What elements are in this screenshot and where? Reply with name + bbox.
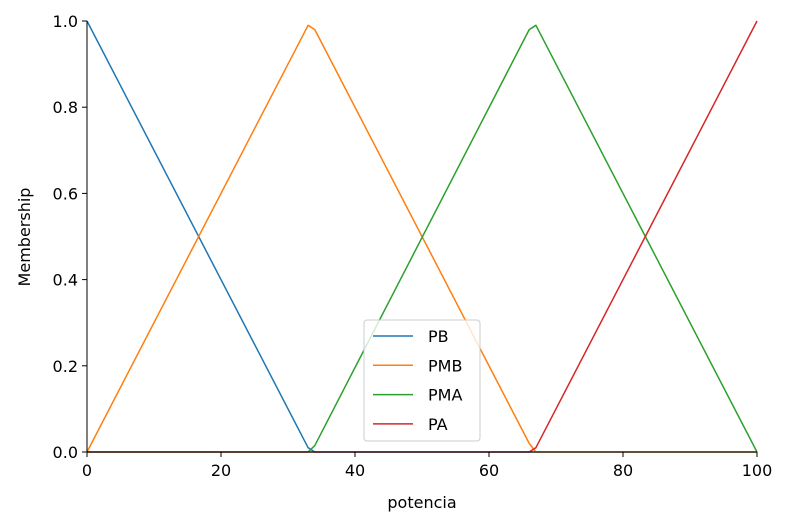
- y-tick-label: 0.8: [53, 98, 78, 117]
- y-tick-label: 0.0: [53, 443, 78, 462]
- x-tick-label: 20: [211, 461, 231, 480]
- legend-box: [363, 319, 481, 442]
- legend-label-pb: PB: [428, 327, 449, 346]
- x-tick-label: 60: [479, 461, 499, 480]
- x-tick-label: 40: [345, 461, 365, 480]
- legend-label-pmb: PMB: [428, 356, 462, 375]
- legend-label-pa: PA: [428, 415, 448, 434]
- y-tick-label: 0.2: [53, 357, 78, 376]
- x-ticks: 0 20 40 60 80 100: [82, 452, 772, 480]
- x-tick-label: 0: [82, 461, 92, 480]
- y-tick-label: 1.0: [53, 12, 78, 31]
- x-tick-label: 100: [742, 461, 773, 480]
- y-tick-label: 0.6: [53, 184, 78, 203]
- y-tick-label: 0.4: [53, 271, 78, 290]
- x-tick-label: 80: [613, 461, 633, 480]
- y-axis-label: Membership: [15, 188, 34, 287]
- x-axis-label: potencia: [387, 493, 456, 512]
- legend: PB PMB PMA PA: [363, 319, 481, 442]
- axes-layer: [86, 21, 757, 453]
- legend-label-pma: PMA: [428, 386, 462, 405]
- y-ticks: 0.0 0.2 0.4 0.6 0.8 1.0: [53, 12, 87, 462]
